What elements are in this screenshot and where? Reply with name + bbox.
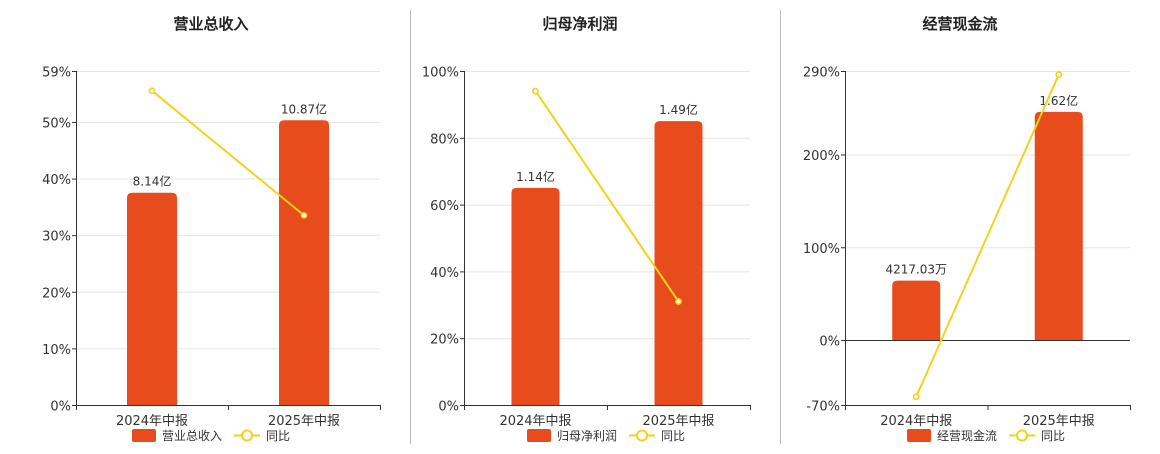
legend-line-marker — [241, 429, 253, 442]
y-tick-label: 20% — [430, 333, 459, 348]
data-label: 1.14亿 — [516, 169, 555, 184]
chart-title: 营业总收入 — [173, 15, 248, 33]
line-point — [300, 211, 308, 219]
y-tick-label: 40% — [430, 266, 459, 281]
bar — [127, 192, 177, 405]
x-tick-label: 2024年中报 — [116, 414, 188, 429]
bar — [1034, 111, 1083, 341]
chart-title: 经营现金流 — [922, 15, 997, 33]
legend-bar-swatch — [527, 429, 551, 442]
y-tick-label: 80% — [430, 132, 459, 147]
line-point — [148, 87, 156, 95]
x-tick-label: 2025年中报 — [1023, 414, 1095, 429]
y-tick-label: 60% — [430, 199, 459, 214]
yoy-line — [151, 90, 305, 217]
legend-label: 同比 — [661, 429, 685, 443]
legend-line-marker — [1016, 429, 1028, 442]
y-tick-label: 10% — [42, 343, 71, 358]
line-point — [1055, 71, 1063, 79]
bar — [511, 187, 560, 405]
y-tick-label: 20% — [42, 286, 71, 301]
legend-label: 营业总收入 — [162, 429, 222, 443]
bar — [279, 120, 329, 405]
y-tick-label: 50% — [42, 116, 71, 131]
yoy-line — [915, 74, 1060, 398]
legend-bar-swatch — [907, 429, 931, 442]
line-point — [912, 393, 920, 401]
legend-bar-swatch — [132, 429, 156, 442]
y-tick-label: 30% — [42, 230, 71, 245]
y-tick-label: 290% — [803, 66, 840, 81]
yoy-line — [534, 90, 680, 303]
y-tick-label: 200% — [803, 149, 840, 164]
y-tick-label: 0% — [438, 400, 459, 415]
x-tick-label: 2025年中报 — [268, 414, 340, 429]
bar — [654, 121, 703, 405]
legend-label: 归母净利润 — [557, 429, 617, 443]
y-tick-label: -70% — [806, 400, 840, 415]
y-tick-label: 0% — [50, 400, 71, 415]
x-tick-label: 2024年中报 — [880, 414, 952, 429]
data-label: 8.14亿 — [133, 174, 172, 189]
data-label: 4217.03万 — [885, 263, 947, 277]
legend-label: 同比 — [266, 429, 290, 443]
chart-title: 归母净利润 — [542, 15, 617, 33]
line-point — [675, 298, 682, 305]
legend-label: 同比 — [1041, 429, 1065, 443]
y-tick-label: 0% — [819, 335, 840, 350]
data-label: 1.49亿 — [659, 102, 698, 117]
y-tick-label: 40% — [42, 173, 71, 188]
line-point — [532, 87, 539, 95]
data-label: 10.87亿 — [281, 101, 327, 116]
y-tick-label: 59% — [42, 66, 71, 81]
legend-label: 经营现金流 — [937, 428, 997, 443]
y-tick-label: 100% — [422, 66, 459, 81]
x-tick-label: 2025年中报 — [642, 414, 714, 429]
bar — [892, 280, 941, 341]
x-tick-label: 2024年中报 — [499, 414, 571, 429]
legend-line-marker — [636, 429, 648, 442]
y-tick-label: 100% — [803, 242, 840, 257]
